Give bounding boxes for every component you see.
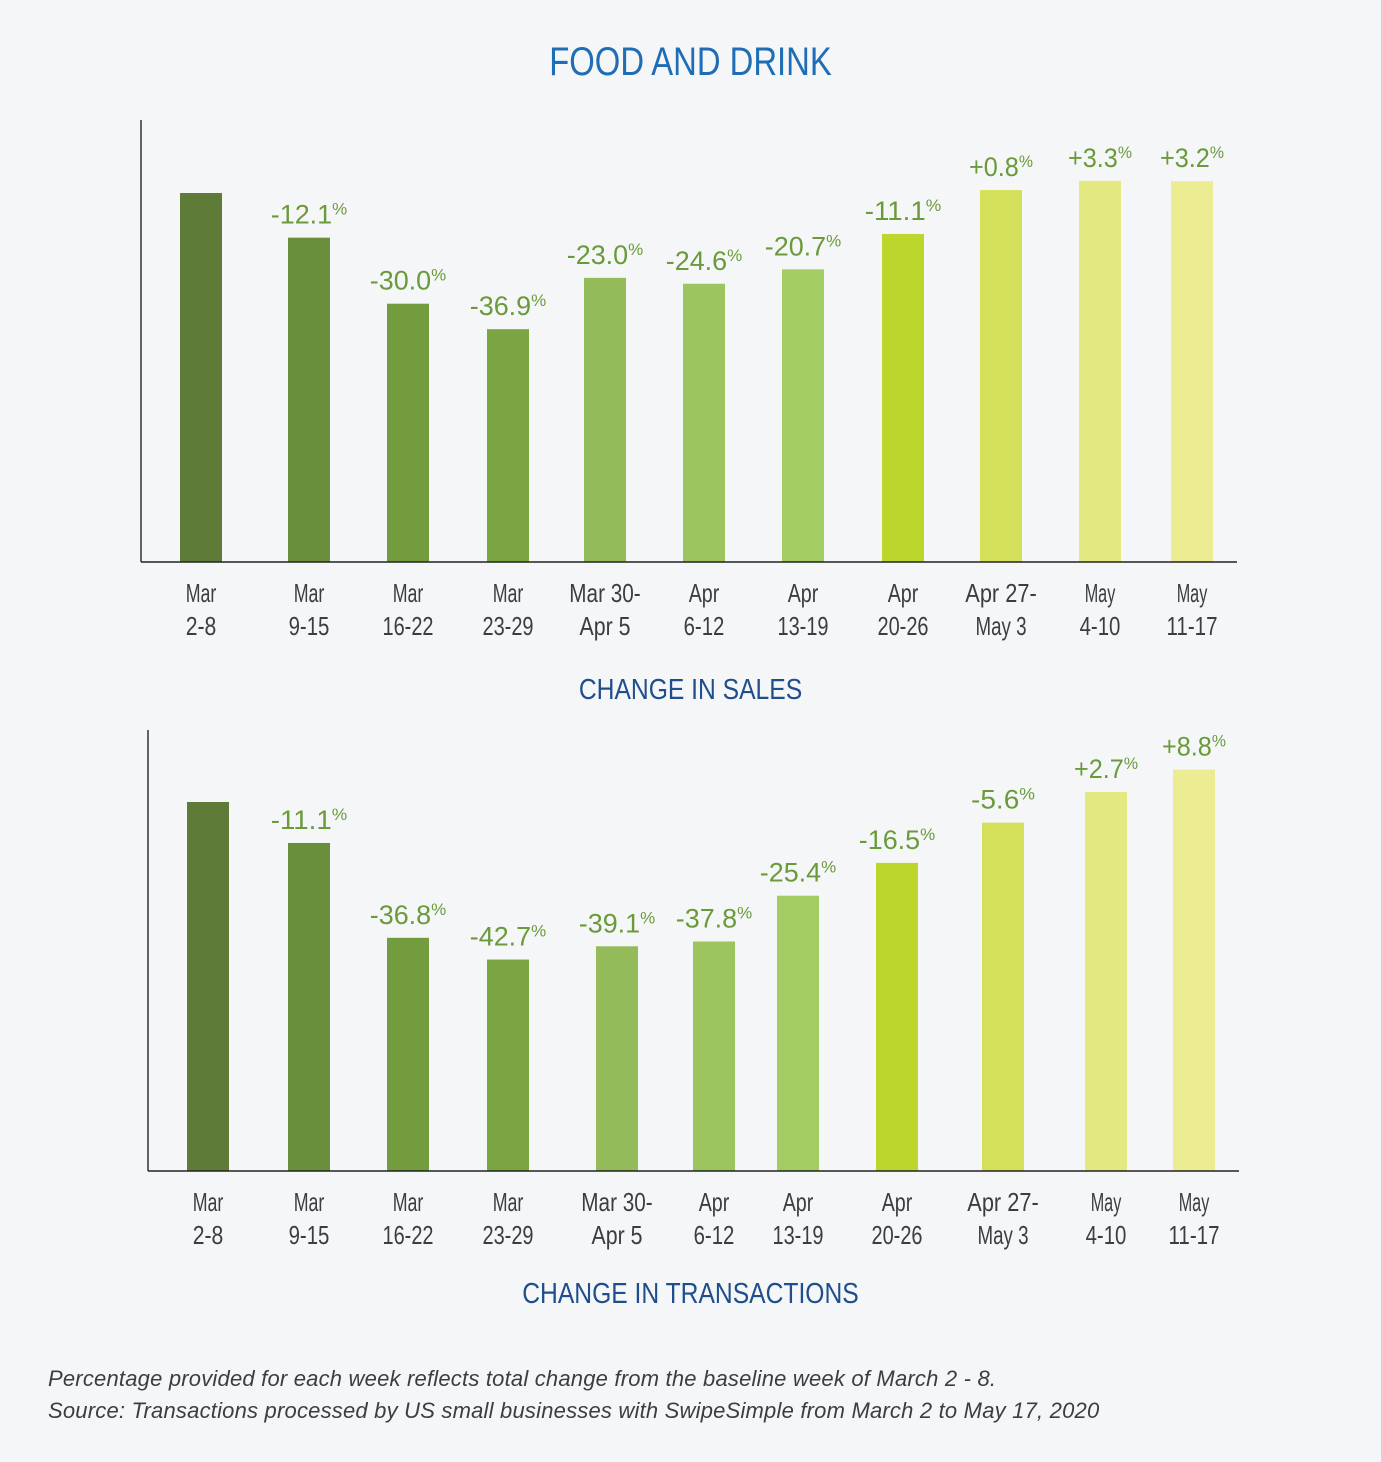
sales-bar-value-label: -20.7% xyxy=(765,231,842,261)
transactions-x-tick-label: Apr xyxy=(699,1187,730,1217)
transactions-bar xyxy=(1173,769,1215,1171)
transactions-bar xyxy=(777,895,819,1171)
transactions-bar-value-label: +2.7% xyxy=(1074,754,1138,784)
transactions-x-tick-label: Apr 5 xyxy=(592,1220,643,1250)
transactions-x-tick-label: 2-8 xyxy=(193,1220,224,1250)
transactions-x-tick-label: May xyxy=(1179,1187,1210,1217)
sales-x-tick-label: Apr xyxy=(788,578,819,608)
transactions-bar xyxy=(487,959,529,1171)
transactions-x-tick-label: Apr xyxy=(882,1187,913,1217)
sales-bar xyxy=(288,237,330,563)
transactions-bar xyxy=(982,822,1024,1171)
sales-chart-subtitle: CHANGE IN SALES xyxy=(578,674,803,706)
transactions-x-tick-label: May 3 xyxy=(978,1220,1029,1250)
sales-bar-value-label: +0.8% xyxy=(969,152,1033,182)
transactions-x-tick-label: Mar xyxy=(294,1187,325,1217)
sales-bar-value-label: +3.3% xyxy=(1068,143,1132,173)
transactions-x-tick-label: 4-10 xyxy=(1086,1220,1127,1250)
sales-bar-value-label: -12.1% xyxy=(271,200,348,230)
sales-x-tick-label: Mar xyxy=(493,578,524,608)
sales-x-tick-label: 20-26 xyxy=(878,611,929,641)
transactions-x-tick-label: Apr 27- xyxy=(967,1187,1038,1217)
transactions-x-tick-label: 16-22 xyxy=(383,1220,434,1250)
sales-x-tick-label: Mar xyxy=(393,578,424,608)
sales-bar xyxy=(180,193,222,562)
sales-bar-value-label: -30.0% xyxy=(370,266,447,296)
sales-x-tick-label: 16-22 xyxy=(383,611,434,641)
sales-bar xyxy=(387,303,429,562)
sales-x-tick-label: May 3 xyxy=(976,611,1027,641)
transactions-bar xyxy=(1085,792,1127,1171)
transactions-x-tick-label: Mar xyxy=(493,1187,524,1217)
transactions-bar xyxy=(693,941,735,1171)
sales-bar xyxy=(487,329,529,562)
transactions-bar xyxy=(596,946,638,1171)
transactions-bar xyxy=(387,937,429,1171)
transactions-bar-value-label: +8.8% xyxy=(1162,732,1226,762)
sales-bar xyxy=(1079,180,1121,562)
sales-bar xyxy=(1171,181,1213,562)
transactions-bar-value-label: -36.8% xyxy=(370,900,447,930)
transactions-bar-value-label: -25.4% xyxy=(760,858,837,888)
sales-bar xyxy=(584,277,626,562)
transactions-chart: Mar2-8-11.1%Mar9-15-36.8%Mar16-22-42.7%M… xyxy=(147,730,1239,1250)
transactions-bar-value-label: -42.7% xyxy=(470,922,547,952)
sales-x-tick-label: 23-29 xyxy=(483,611,534,641)
sales-chart: Mar2-8-12.1%Mar9-15-30.0%Mar16-22-36.9%M… xyxy=(140,120,1237,641)
transactions-x-tick-label: May xyxy=(1091,1187,1122,1217)
sales-x-tick-label: 4-10 xyxy=(1080,611,1121,641)
sales-x-tick-label: 2-8 xyxy=(186,611,217,641)
transactions-x-tick-label: Mar xyxy=(193,1187,224,1217)
transactions-x-tick-label: 23-29 xyxy=(483,1220,534,1250)
transactions-chart-subtitle: CHANGE IN TRANSACTIONS xyxy=(522,1278,859,1310)
sales-bar xyxy=(683,283,725,562)
sales-x-tick-label: May xyxy=(1085,578,1116,608)
sales-x-tick-label: 6-12 xyxy=(684,611,725,641)
sales-x-tick-label: Apr 5 xyxy=(580,611,631,641)
sales-bar xyxy=(980,190,1022,562)
sales-bar xyxy=(882,233,924,563)
footnote-source: Source: Transactions processed by US sma… xyxy=(48,1398,1100,1423)
transactions-bar xyxy=(876,862,918,1171)
transactions-bar-value-label: -39.1% xyxy=(579,908,656,938)
sales-x-tick-label: 11-17 xyxy=(1167,611,1218,641)
transactions-x-tick-label: 9-15 xyxy=(289,1220,330,1250)
sales-x-tick-label: Mar 30- xyxy=(569,578,640,608)
transactions-x-tick-label: 11-17 xyxy=(1169,1220,1220,1250)
sales-bar-value-label: -36.9% xyxy=(470,291,547,321)
sales-bar-value-label: -11.1% xyxy=(865,196,942,226)
sales-bar-value-label: -23.0% xyxy=(567,240,644,270)
footnote-baseline: Percentage provided for each week reflec… xyxy=(48,1366,997,1391)
transactions-x-tick-label: 20-26 xyxy=(872,1220,923,1250)
sales-x-tick-label: May xyxy=(1177,578,1208,608)
transactions-x-tick-label: 13-19 xyxy=(773,1220,824,1250)
transactions-bar-value-label: -37.8% xyxy=(676,903,753,933)
transactions-bar-value-label: -5.6% xyxy=(971,785,1035,815)
sales-bar xyxy=(782,269,824,562)
sales-x-tick-label: Mar xyxy=(294,578,325,608)
sales-x-tick-label: Mar xyxy=(186,578,217,608)
transactions-x-tick-label: Mar xyxy=(393,1187,424,1217)
sales-bar-value-label: -24.6% xyxy=(666,246,743,276)
sales-bar-value-label: +3.2% xyxy=(1160,143,1224,173)
transactions-x-tick-label: 6-12 xyxy=(694,1220,735,1250)
transactions-x-tick-label: Apr xyxy=(783,1187,814,1217)
transactions-bar xyxy=(288,842,330,1171)
transactions-bar-value-label: -16.5% xyxy=(859,825,936,855)
sales-x-tick-label: Apr 27- xyxy=(965,578,1036,608)
sales-x-tick-label: 13-19 xyxy=(778,611,829,641)
transactions-bar xyxy=(187,802,229,1171)
sales-x-tick-label: Apr xyxy=(689,578,720,608)
transactions-bar-value-label: -11.1% xyxy=(271,805,348,835)
transactions-x-tick-label: Mar 30- xyxy=(581,1187,652,1217)
chart-title: FOOD AND DRINK xyxy=(549,40,832,84)
sales-x-tick-label: 9-15 xyxy=(289,611,330,641)
sales-x-tick-label: Apr xyxy=(888,578,919,608)
